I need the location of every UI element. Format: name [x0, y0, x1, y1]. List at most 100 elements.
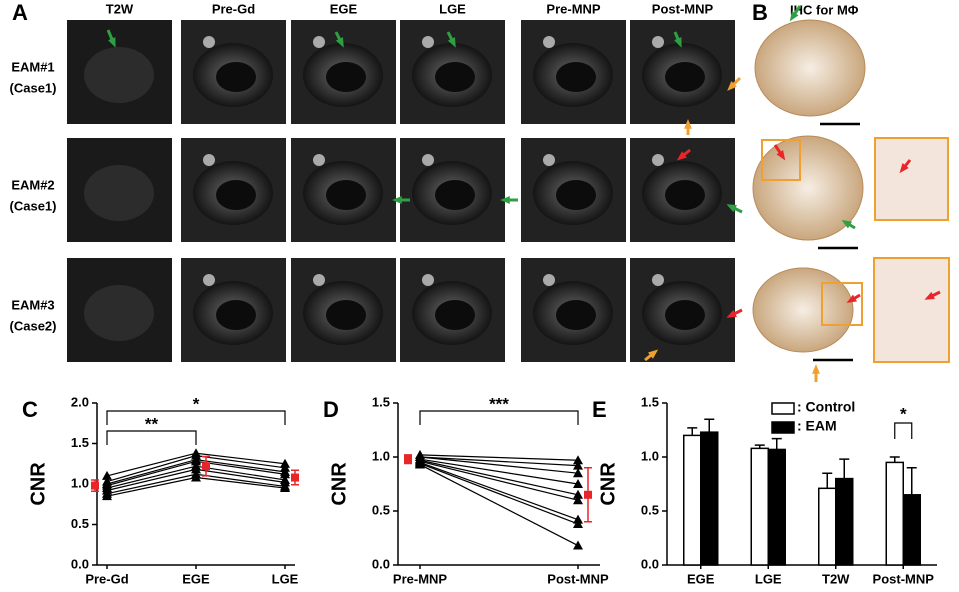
inset-box [821, 282, 863, 326]
y-axis-title: CNR [27, 462, 49, 506]
x-tick-label: Pre-MNP [393, 571, 448, 586]
ihc-section [752, 267, 854, 353]
row-label: EAM#2 [11, 177, 54, 192]
column-header: Pre-MNP [546, 1, 601, 16]
vessel [203, 36, 215, 48]
significance-label: * [900, 404, 907, 423]
subject-line [419, 461, 579, 521]
subject-line [419, 464, 579, 547]
ihc-section [752, 135, 864, 241]
arrow-head [846, 294, 857, 304]
marker [573, 455, 583, 465]
x-tick-label: Post-MNP [547, 571, 609, 586]
y-tick-label: 1.0 [641, 448, 659, 463]
marker [102, 491, 112, 501]
error-bar [822, 472, 833, 489]
marker [573, 518, 583, 528]
column-header: Pre-Gd [212, 1, 255, 16]
ventricle [665, 62, 705, 92]
y-tick-label: 1.5 [372, 394, 390, 409]
panel-title: IHC for MΦ [790, 2, 859, 17]
vessel [652, 36, 664, 48]
significance-bracket [894, 422, 913, 439]
arrow-head [648, 349, 659, 359]
panel-label: D [323, 397, 339, 422]
ventricle [665, 300, 705, 330]
marker [573, 495, 583, 505]
heart [84, 165, 154, 221]
vessel [422, 274, 434, 286]
row-label: EAM#3 [11, 297, 54, 312]
bar [835, 477, 854, 566]
marker [573, 540, 583, 550]
arrow-head [392, 196, 402, 204]
significance-label: * [193, 394, 200, 413]
subject-line [419, 460, 579, 501]
bar [902, 494, 921, 566]
arrow-head [447, 37, 456, 48]
legend-label: : EAM [797, 418, 837, 434]
column-header: Post-MNP [652, 1, 714, 16]
ventricle [435, 62, 475, 92]
bar [750, 447, 769, 566]
significance-bracket [106, 430, 197, 445]
panel-label: B [752, 0, 768, 25]
marker [191, 456, 201, 466]
arrow-head [335, 37, 344, 48]
y-tick-label: 0.0 [641, 556, 659, 571]
arrow-head [726, 204, 737, 213]
marker [415, 459, 425, 469]
y-tick-label: 0.0 [372, 556, 390, 571]
vessel [422, 154, 434, 166]
marker [573, 489, 583, 499]
arrow-head [727, 81, 737, 91]
panel-label: A [12, 0, 28, 25]
mean-marker [202, 462, 210, 471]
arrow-head [684, 119, 692, 129]
column-header: T2W [106, 1, 134, 16]
vessel [313, 274, 325, 286]
error-bar [704, 418, 715, 433]
bar [885, 461, 904, 566]
ihc-section [754, 19, 866, 117]
vessel [313, 36, 325, 48]
vessel [543, 154, 555, 166]
x-tick-label: Post-MNP [873, 571, 935, 586]
ventricle [326, 62, 366, 92]
legend-swatch [771, 421, 795, 434]
heart [84, 285, 154, 341]
vessel [203, 154, 215, 166]
y-tick-label: 1.0 [71, 475, 89, 490]
significance-bracket [106, 410, 286, 425]
y-tick-label: 0.0 [71, 556, 89, 571]
arrow-head [899, 163, 909, 174]
x-tick-label: EGE [687, 571, 715, 586]
row-label: EAM#1 [11, 59, 54, 74]
legend-label: : Control [797, 399, 855, 415]
vessel [203, 274, 215, 286]
vessel [422, 36, 434, 48]
marker [573, 460, 583, 470]
ventricle [216, 62, 256, 92]
x-tick-label: T2W [822, 571, 850, 586]
legend-swatch [771, 402, 795, 415]
ventricle [216, 180, 256, 210]
arrow-head [841, 219, 852, 229]
ventricle [326, 300, 366, 330]
bar [683, 434, 702, 566]
arrow-head [924, 291, 935, 300]
arrow-head [776, 150, 786, 161]
vessel [652, 154, 664, 166]
inset [873, 257, 950, 363]
significance-label: *** [489, 394, 509, 413]
ventricle [435, 300, 475, 330]
row-case: (Case2) [10, 318, 57, 333]
inset-box [761, 139, 801, 181]
mean-marker [404, 455, 412, 464]
subject-line [419, 462, 579, 525]
error-bar [771, 437, 782, 450]
subject-line [419, 459, 579, 496]
panel-label: C [22, 397, 38, 422]
bar [818, 487, 837, 566]
